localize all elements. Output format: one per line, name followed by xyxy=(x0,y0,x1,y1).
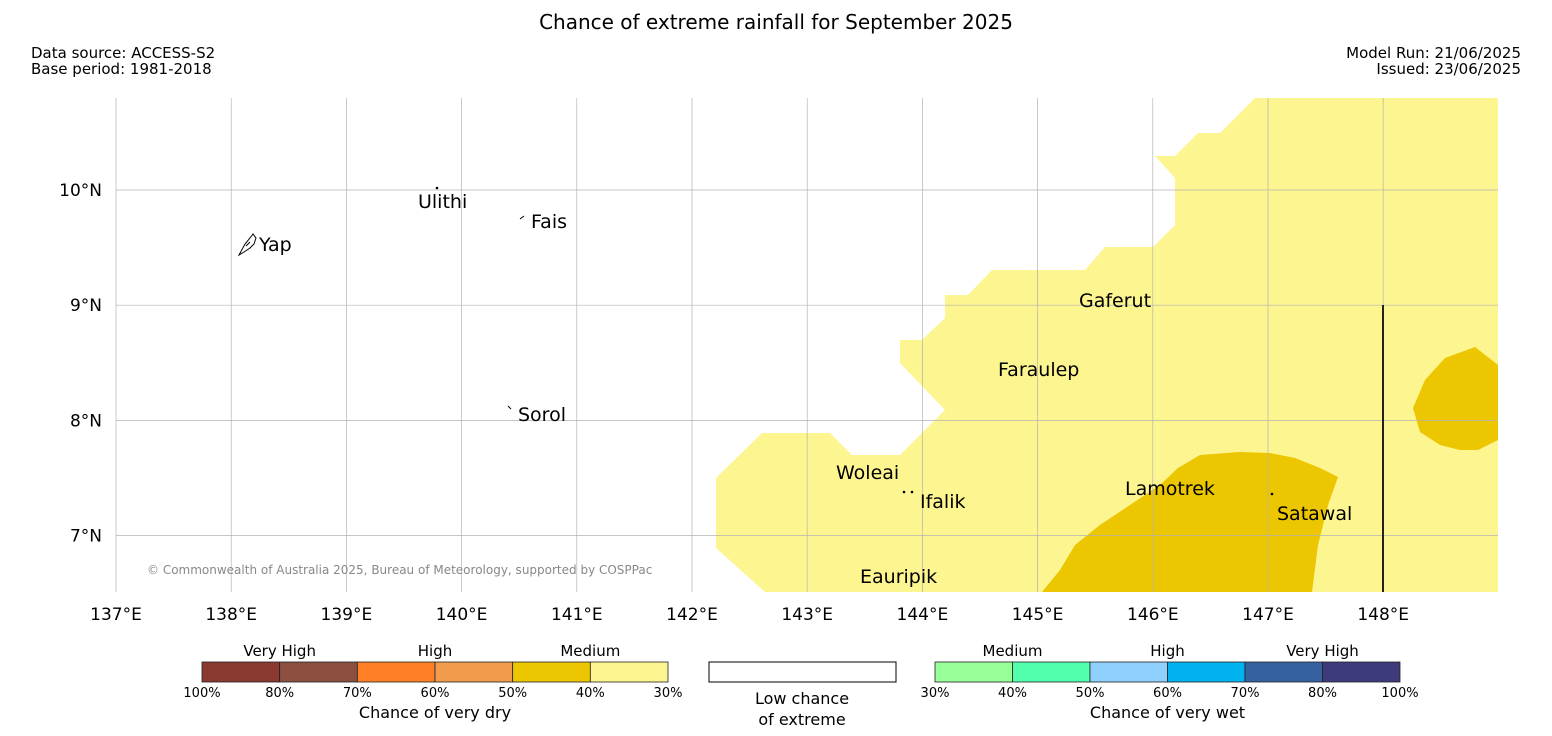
legend-dry-percent-label: 50% xyxy=(498,686,527,701)
legend-dry-swatch xyxy=(201,661,281,683)
legend-dry: 100% 80% 70% 60% 50% 40% 30% Very High High Mediu… xyxy=(183,642,682,722)
place-label-gaferut: Gaferut xyxy=(1079,290,1151,312)
legend-dry-percent-label: 30% xyxy=(654,686,683,701)
place-label-woleai: Woleai xyxy=(836,462,899,484)
lat-tick-label: 7°N xyxy=(70,527,102,547)
legend-wet-percent-label: 50% xyxy=(1076,686,1105,701)
legend-wet-percent-label: 80% xyxy=(1308,686,1337,701)
copyright-notice: © Commonwealth of Australia 2025, Bureau… xyxy=(147,563,652,577)
legend-dry-caption: Chance of very dry xyxy=(359,703,511,722)
legend-dry-percent-label: 40% xyxy=(576,686,605,701)
region-dry-30-40 xyxy=(716,98,1498,592)
legend-dry-percent-label: 100% xyxy=(183,686,220,701)
place-label-sorol: Sorol xyxy=(518,404,566,426)
legend-neutral-caption-2: of extreme xyxy=(758,710,845,729)
legend-dry-group-label: Medium xyxy=(560,642,620,660)
place-label-ulithi: Ulithi xyxy=(418,191,467,213)
axis-ticks: 137°E 138°E 139°E 140°E 141°E 142°E 143°E 144°E… xyxy=(59,181,1409,625)
legend-wet-caption: Chance of very wet xyxy=(1090,703,1245,722)
fais-marker xyxy=(519,215,525,220)
legend-dry-swatch xyxy=(356,661,436,683)
legend-wet-swatch xyxy=(1089,661,1168,683)
island-markers xyxy=(237,186,1274,496)
place-label-lamotrek: Lamotrek xyxy=(1125,478,1215,500)
lon-tick-label: 144°E xyxy=(897,605,949,625)
yap-island-outline xyxy=(237,233,257,257)
legend-wet-swatch xyxy=(934,661,1013,683)
model-run-info: Model Run: 21/06/2025 Issued: 23/06/2025 xyxy=(1346,45,1521,77)
sorol-marker xyxy=(507,405,512,410)
ulithi-marker xyxy=(435,186,439,190)
lon-tick-label: 137°E xyxy=(90,605,142,625)
place-label-faraulep: Faraulep xyxy=(998,359,1079,381)
legend-wet-percent-label: 70% xyxy=(1231,686,1260,701)
legend-dry-percent-label: 70% xyxy=(343,686,372,701)
legend-dry-swatch xyxy=(512,661,591,683)
lon-tick-label: 147°E xyxy=(1242,605,1294,625)
lon-tick-label: 145°E xyxy=(1012,605,1064,625)
ifalik-marker-1 xyxy=(902,490,906,494)
lon-tick-label: 143°E xyxy=(781,605,833,625)
lon-tick-label: 140°E xyxy=(436,605,488,625)
legend-wet-group-label: High xyxy=(1150,642,1184,660)
lon-tick-label: 148°E xyxy=(1357,605,1409,625)
legend-neutral-caption-1: Low chance xyxy=(755,689,849,708)
data-source-info: Data source: ACCESS-S2 Base period: 1981… xyxy=(31,45,215,77)
legend-wet-percent-label: 40% xyxy=(998,686,1027,701)
lat-tick-label: 8°N xyxy=(70,411,102,431)
legend-dry-swatch xyxy=(434,661,514,683)
legend: 100% 80% 70% 60% 50% 40% 30% Very High High Mediu… xyxy=(183,642,1418,729)
ifalik-marker-2 xyxy=(910,490,914,494)
place-label-ifalik: Ifalik xyxy=(920,491,966,513)
lat-tick-label: 10°N xyxy=(59,181,102,201)
legend-dry-swatch xyxy=(589,661,669,683)
forecast-shading xyxy=(716,98,1498,592)
lon-tick-label: 139°E xyxy=(321,605,373,625)
legend-dry-group-label: Very High xyxy=(243,642,316,660)
base-period: Base period: 1981-2018 xyxy=(31,60,212,78)
legend-wet-swatch xyxy=(1012,661,1091,683)
lon-tick-label: 138°E xyxy=(205,605,257,625)
legend-wet-group-label: Very High xyxy=(1286,642,1359,660)
legend-wet-swatch xyxy=(1244,661,1323,683)
place-label-fais: Fais xyxy=(531,211,567,233)
lon-tick-label: 141°E xyxy=(551,605,603,625)
legend-wet-percent-label: 60% xyxy=(1153,686,1182,701)
legend-wet-swatch xyxy=(1322,661,1401,683)
lon-tick-label: 146°E xyxy=(1127,605,1179,625)
legend-wet-percent-label: 100% xyxy=(1381,686,1418,701)
legend-dry-swatch xyxy=(279,661,358,683)
issued-date: Issued: 23/06/2025 xyxy=(1376,60,1521,78)
model-run: Model Run: 21/06/2025 xyxy=(1346,44,1521,62)
data-source: Data source: ACCESS-S2 xyxy=(31,44,216,62)
legend-wet: 30% 40% 50% 60% 70% 80% 100% Medium High Very Hig… xyxy=(921,642,1419,722)
lon-tick-label: 142°E xyxy=(666,605,718,625)
map-title: Chance of extreme rainfall for September… xyxy=(539,10,1013,34)
region-dry-40-50-east xyxy=(1413,347,1498,450)
satawal-marker xyxy=(1270,492,1274,496)
place-label-yap: Yap xyxy=(258,234,292,256)
place-label-satawal: Satawal xyxy=(1277,503,1352,525)
place-labels: Yap Ulithi Fais Sorol Gaferut Faraulep W… xyxy=(258,191,1352,588)
lat-tick-label: 9°N xyxy=(70,296,102,316)
legend-wet-group-label: Medium xyxy=(983,642,1043,660)
legend-dry-group-label: High xyxy=(418,642,452,660)
legend-wet-percent-label: 30% xyxy=(921,686,950,701)
legend-wet-swatch xyxy=(1167,661,1246,683)
region-dry-40-50-south xyxy=(1042,452,1338,592)
legend-dry-percent-label: 60% xyxy=(421,686,450,701)
legend-dry-percent-label: 80% xyxy=(265,686,294,701)
place-label-eauripik: Eauripik xyxy=(860,566,937,588)
legend-neutral-swatch xyxy=(708,661,897,683)
